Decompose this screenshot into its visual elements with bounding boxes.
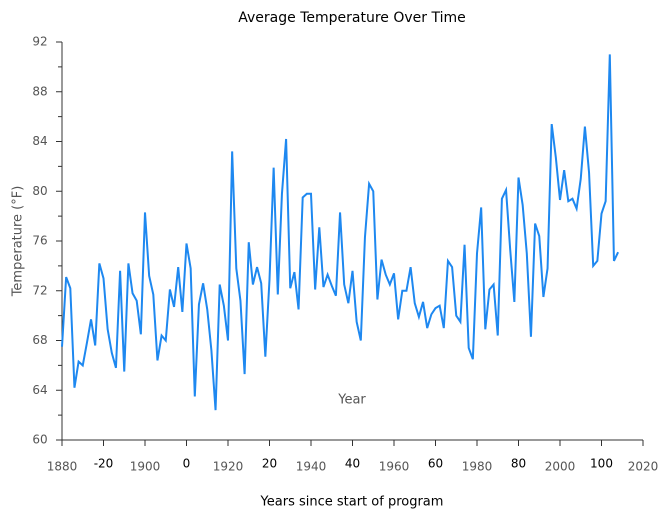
x-axis-label: Year xyxy=(337,393,366,408)
x2-tick-label: -20 xyxy=(94,457,114,471)
x2-axis-label: Years since start of program xyxy=(260,495,444,510)
x-tick-label: 1880 xyxy=(47,460,78,474)
y-tick-label: 80 xyxy=(32,184,47,198)
x-tick-label: 1920 xyxy=(213,460,244,474)
y-tick-label: 72 xyxy=(32,283,47,297)
x2-tick-label: 100 xyxy=(590,457,613,471)
x2-tick-label: 40 xyxy=(345,457,360,471)
y-tick-label: 84 xyxy=(32,134,47,148)
y-tick-label: 88 xyxy=(32,84,47,98)
x-tick-label: 2000 xyxy=(545,460,576,474)
chart-title: Average Temperature Over Time xyxy=(238,10,465,26)
data-line xyxy=(61,54,620,411)
y-axis-label: Temperature (°F) xyxy=(11,186,26,298)
y-tick-label: 76 xyxy=(32,234,47,248)
x-tick-label: 2020 xyxy=(628,460,659,474)
x-tick-label: 1960 xyxy=(379,460,410,474)
x2-tick-label: 0 xyxy=(183,457,191,471)
y-tick-label: 92 xyxy=(32,35,47,49)
x2-tick-label: 80 xyxy=(511,457,526,471)
y-tick-label: 64 xyxy=(32,383,47,397)
x-tick-label: 1980 xyxy=(462,460,493,474)
x-tick-label: 1940 xyxy=(296,460,327,474)
y-tick-label: 68 xyxy=(32,333,47,347)
x2-tick-label: 20 xyxy=(262,457,277,471)
y-tick-label: 60 xyxy=(32,433,47,447)
x-tick-label: 1900 xyxy=(130,460,161,474)
x2-tick-label: 60 xyxy=(428,457,443,471)
